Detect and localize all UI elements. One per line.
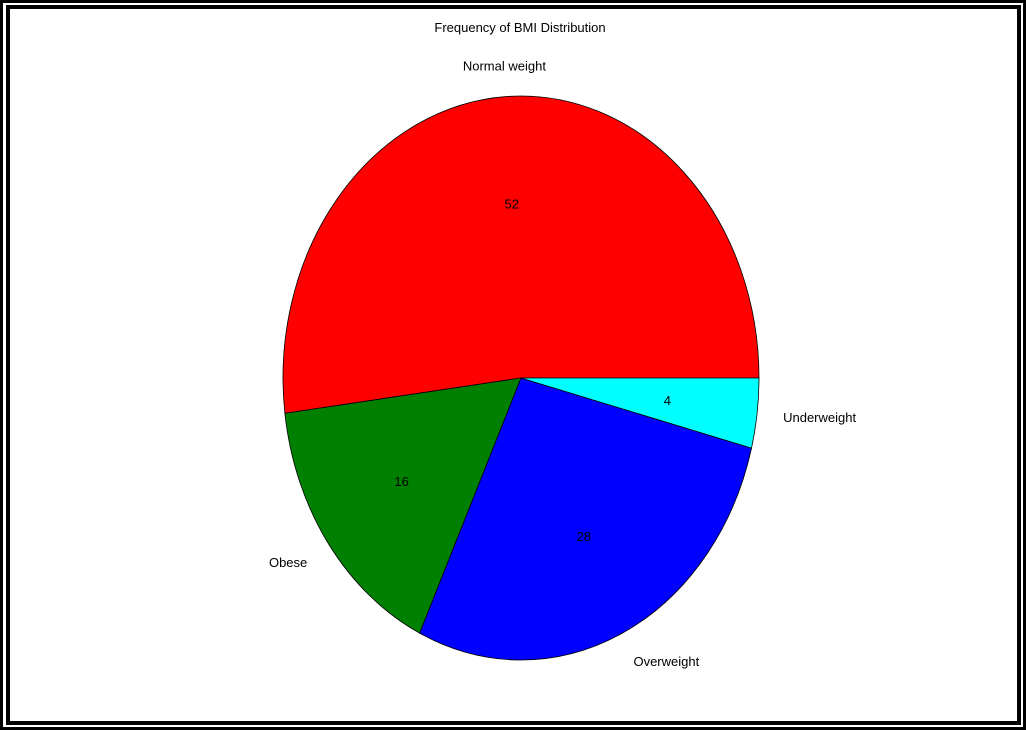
value-label-overweight: 28 — [577, 529, 591, 544]
category-label-overweight: Overweight — [633, 654, 699, 669]
pie-slice-obese — [284, 377, 522, 634]
category-label-normal-weight: Normal weight — [463, 59, 546, 74]
pie-slices — [282, 95, 760, 661]
pie-slice-normal-weight — [282, 95, 760, 414]
chart-title: Frequency of BMI Distribution — [434, 20, 605, 35]
category-label-obese: Obese — [269, 555, 307, 570]
inner-border — [6, 5, 1021, 725]
value-label-obese: 16 — [394, 474, 408, 489]
category-labels: Normal weight Obese Overweight Underweight — [269, 59, 857, 670]
category-label-underweight: Underweight — [783, 410, 856, 425]
value-labels: 52 16 28 4 — [394, 197, 671, 545]
pie-slice-overweight — [419, 377, 752, 661]
value-label-normal-weight: 52 — [505, 197, 519, 212]
value-label-underweight: 4 — [664, 393, 671, 408]
pie-slice-underweight — [520, 377, 760, 449]
